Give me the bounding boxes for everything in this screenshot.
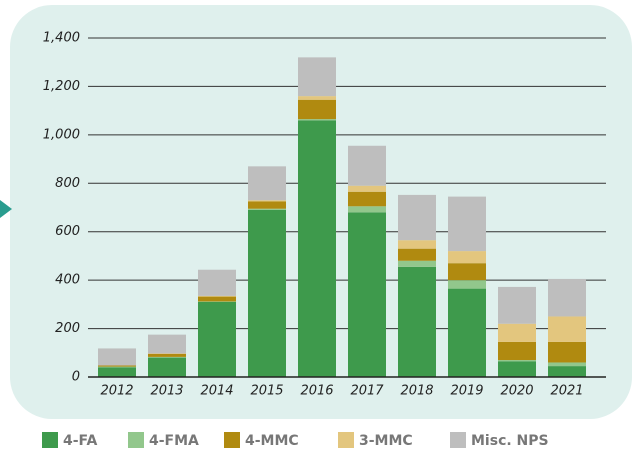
- bar-segment: [498, 341, 536, 361]
- legend-swatch: [338, 432, 354, 448]
- bar-segment: [248, 209, 286, 377]
- bar-segment: [548, 316, 586, 342]
- bar-segment: [348, 212, 386, 377]
- bar-segment: [448, 263, 486, 281]
- bar-segment: [148, 353, 186, 357]
- bar-segment: [248, 201, 286, 209]
- legend-swatch: [128, 432, 144, 448]
- bar-segment: [298, 57, 336, 97]
- y-tick-label: 600: [55, 224, 80, 239]
- bar-segment: [548, 366, 586, 377]
- arrow-marker: [0, 200, 12, 218]
- x-tick-label: 2017: [350, 384, 384, 399]
- bar-segment: [548, 362, 586, 367]
- bar-segment: [148, 356, 186, 358]
- bar-segment: [498, 360, 536, 362]
- bar-segment: [348, 206, 386, 213]
- bar-segment: [248, 166, 286, 201]
- bar-segment: [198, 301, 236, 377]
- y-tick-label: 0: [72, 370, 80, 385]
- x-tick-label: 2015: [250, 384, 283, 399]
- x-tick-label: 2021: [550, 384, 583, 399]
- legend-swatch: [450, 432, 466, 448]
- bar-segment: [398, 194, 436, 241]
- bar-segment: [148, 357, 186, 377]
- bar-segment: [148, 334, 186, 354]
- bar-segment: [348, 145, 386, 186]
- bar-segment: [398, 248, 436, 261]
- bar-segment: [298, 120, 336, 377]
- y-tick-label: 800: [55, 176, 80, 191]
- bar-segment: [548, 341, 586, 363]
- bar-segment: [298, 99, 336, 120]
- y-tick-label: 200: [55, 321, 80, 336]
- bar-segment: [348, 191, 386, 207]
- bar-segment: [198, 295, 236, 297]
- y-tick-label: 400: [55, 273, 80, 288]
- y-tick-label: 1,200: [43, 79, 80, 94]
- bar-segment: [398, 260, 436, 267]
- x-tick-label: 2016: [300, 384, 333, 399]
- legend-swatch: [42, 432, 58, 448]
- bar-segment: [98, 366, 136, 368]
- bar-segment: [298, 96, 336, 100]
- bar-segment: [248, 200, 286, 202]
- y-tick-label: 1,000: [43, 127, 80, 142]
- bar-segment: [298, 119, 336, 121]
- y-tick-label: 1,400: [43, 31, 80, 46]
- legend-label: 3-MMC: [359, 433, 413, 449]
- bar-segment: [448, 280, 486, 289]
- legend-label: 4-FA: [63, 433, 98, 449]
- bar-segment: [398, 240, 436, 249]
- x-tick-label: 2014: [200, 384, 233, 399]
- legend-label: Misc. NPS: [471, 433, 549, 449]
- bar-segment: [448, 288, 486, 377]
- bar-segment: [248, 208, 286, 210]
- x-tick-label: 2019: [450, 384, 483, 399]
- bar-segment: [198, 296, 236, 302]
- x-tick-label: 2020: [500, 384, 533, 399]
- x-tick-label: 2013: [150, 384, 183, 399]
- bar-segment: [198, 269, 236, 296]
- legend-swatch: [224, 432, 240, 448]
- bar-segment: [498, 361, 536, 377]
- bar-segment: [498, 323, 536, 342]
- bar-segment: [348, 185, 386, 192]
- bar-segment: [98, 365, 136, 367]
- legend-label: 4-MMC: [245, 433, 299, 449]
- bar-segment: [98, 348, 136, 366]
- legend-label: 4-FMA: [149, 433, 199, 449]
- bar-segment: [448, 251, 486, 264]
- x-tick-label: 2018: [400, 384, 433, 399]
- bar-segment: [98, 367, 136, 377]
- bar-segment: [498, 286, 536, 324]
- bar-segment: [398, 266, 436, 377]
- x-tick-label: 2012: [100, 384, 133, 399]
- bar-segment: [548, 278, 586, 317]
- bar-segment: [448, 196, 486, 252]
